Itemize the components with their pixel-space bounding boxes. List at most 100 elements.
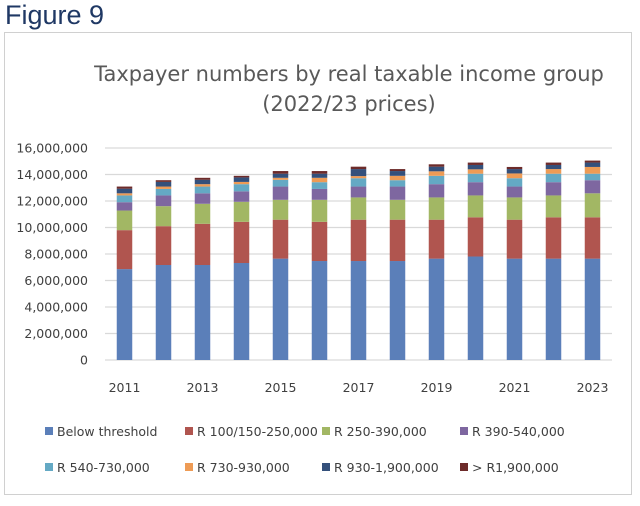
y-tick-label: 12,000,000	[16, 194, 88, 209]
bar-segment-2018-s0	[389, 261, 406, 360]
bar-segment-2015-s2	[272, 199, 289, 220]
bar-segment-2020-s3	[467, 182, 484, 196]
bar-segment-2012-s7	[155, 180, 172, 182]
legend-swatch	[460, 427, 468, 435]
legend-label: R 930-1,900,000	[334, 460, 439, 475]
legend-swatch	[185, 463, 193, 471]
bar-segment-2013-s6	[194, 179, 211, 185]
bar-segment-2019-s2	[428, 197, 445, 220]
bar-segment-2019-s1	[428, 219, 445, 259]
bar-segment-2021-s4	[506, 178, 523, 187]
x-tick-label: 2013	[187, 380, 219, 395]
bar-segment-2021-s7	[506, 166, 523, 170]
bar-segment-2011-s4	[116, 195, 133, 203]
legend-item: R 930-1,900,000	[322, 460, 439, 475]
legend-swatch	[322, 463, 330, 471]
bar-segment-2013-s7	[194, 177, 211, 180]
bar-segment-2021-s0	[506, 258, 523, 360]
bar-segment-2019-s7	[428, 164, 445, 167]
bar-segment-2017-s7	[350, 166, 367, 170]
bar-segment-2015-s0	[272, 258, 289, 360]
bar-segment-2016-s3	[311, 188, 328, 200]
bar-segment-2014-s5	[233, 181, 250, 185]
bar-segment-2018-s4	[389, 180, 406, 187]
bar-segment-2011-s3	[116, 202, 133, 211]
bar-segment-2018-s1	[389, 219, 406, 262]
x-tick-label: 2021	[499, 380, 531, 395]
figure-label: Figure 9	[5, 0, 105, 30]
bar-segment-2021-s3	[506, 186, 523, 198]
bar-segment-2022-s6	[545, 164, 562, 170]
y-tick-label: 8,000,000	[24, 247, 88, 262]
bar-segment-2021-s6	[506, 169, 523, 174]
bar-segment-2018-s3	[389, 186, 406, 200]
bar-segment-2014-s2	[233, 201, 250, 222]
bar-segment-2014-s4	[233, 184, 250, 192]
bar-segment-2017-s2	[350, 197, 367, 220]
bar-segment-2016-s1	[311, 221, 328, 262]
bar-segment-2017-s6	[350, 169, 367, 177]
x-tick-label: 2011	[109, 380, 141, 395]
y-tick-label: 14,000,000	[16, 167, 88, 182]
bar-segment-2020-s1	[467, 217, 484, 257]
bar-segment-2013-s1	[194, 223, 211, 265]
bar-segment-2011-s5	[116, 193, 133, 196]
bar-segment-2016-s6	[311, 173, 328, 178]
bar-segment-2019-s3	[428, 184, 445, 198]
legend-swatch	[45, 427, 53, 435]
bar-segment-2017-s3	[350, 186, 367, 198]
x-tick-label: 2023	[577, 380, 609, 395]
legend-item: R 390-540,000	[460, 424, 565, 439]
bar-segment-2019-s5	[428, 171, 445, 176]
bar-segment-2019-s0	[428, 258, 445, 360]
bar-segment-2012-s1	[155, 226, 172, 265]
bar-segment-2023-s3	[584, 180, 601, 194]
bar-segment-2023-s7	[584, 160, 601, 163]
bar-segment-2015-s5	[272, 177, 289, 180]
bar-segment-2012-s3	[155, 195, 172, 207]
bar-segment-2021-s1	[506, 219, 523, 259]
bar-segment-2014-s7	[233, 175, 250, 178]
legend-item: Below threshold	[45, 424, 157, 439]
bar-segment-2015-s3	[272, 186, 289, 200]
bar-segment-2023-s2	[584, 193, 601, 218]
bar-segment-2022-s4	[545, 173, 562, 183]
x-tick-label: 2015	[265, 380, 297, 395]
bar-segment-2018-s7	[389, 169, 406, 172]
y-tick-label: 16,000,000	[16, 141, 88, 156]
legend-item: R 250-390,000	[322, 424, 427, 439]
y-tick-label: 2,000,000	[24, 326, 88, 341]
legend-swatch	[45, 463, 53, 471]
legend-label: R 390-540,000	[472, 424, 565, 439]
legend-label: R 250-390,000	[334, 424, 427, 439]
bar-segment-2017-s4	[350, 178, 367, 187]
bar-segment-2015-s1	[272, 219, 289, 259]
bar-segment-2011-s6	[116, 188, 133, 194]
legend-label: R 100/150-250,000	[197, 424, 318, 439]
bar-segment-2018-s5	[389, 175, 406, 181]
legend-label: > R1,900,000	[472, 460, 559, 475]
bar-segment-2015-s6	[272, 173, 289, 178]
bar-segment-2016-s5	[311, 177, 328, 183]
bar-segment-2011-s1	[116, 230, 133, 270]
bar-segment-2013-s2	[194, 203, 211, 224]
bar-segment-2011-s7	[116, 186, 133, 189]
bar-segment-2016-s4	[311, 182, 328, 189]
bar-segment-2012-s2	[155, 206, 172, 227]
bar-segment-2013-s5	[194, 184, 211, 187]
bar-segment-2013-s4	[194, 186, 211, 194]
bar-segment-2020-s6	[467, 164, 484, 170]
bar-segment-2017-s1	[350, 219, 367, 262]
bar-segment-2012-s5	[155, 186, 172, 189]
bar-segment-2023-s5	[584, 166, 601, 174]
bar-segment-2022-s0	[545, 258, 562, 360]
bar-segment-2012-s6	[155, 181, 172, 187]
bar-segment-2017-s5	[350, 176, 367, 179]
bar-segment-2011-s2	[116, 210, 133, 231]
y-tick-label: 6,000,000	[24, 273, 88, 288]
bar-segment-2013-s3	[194, 193, 211, 204]
bar-segment-2020-s5	[467, 169, 484, 174]
chart-frame	[4, 32, 632, 495]
x-tick-label: 2017	[343, 380, 375, 395]
